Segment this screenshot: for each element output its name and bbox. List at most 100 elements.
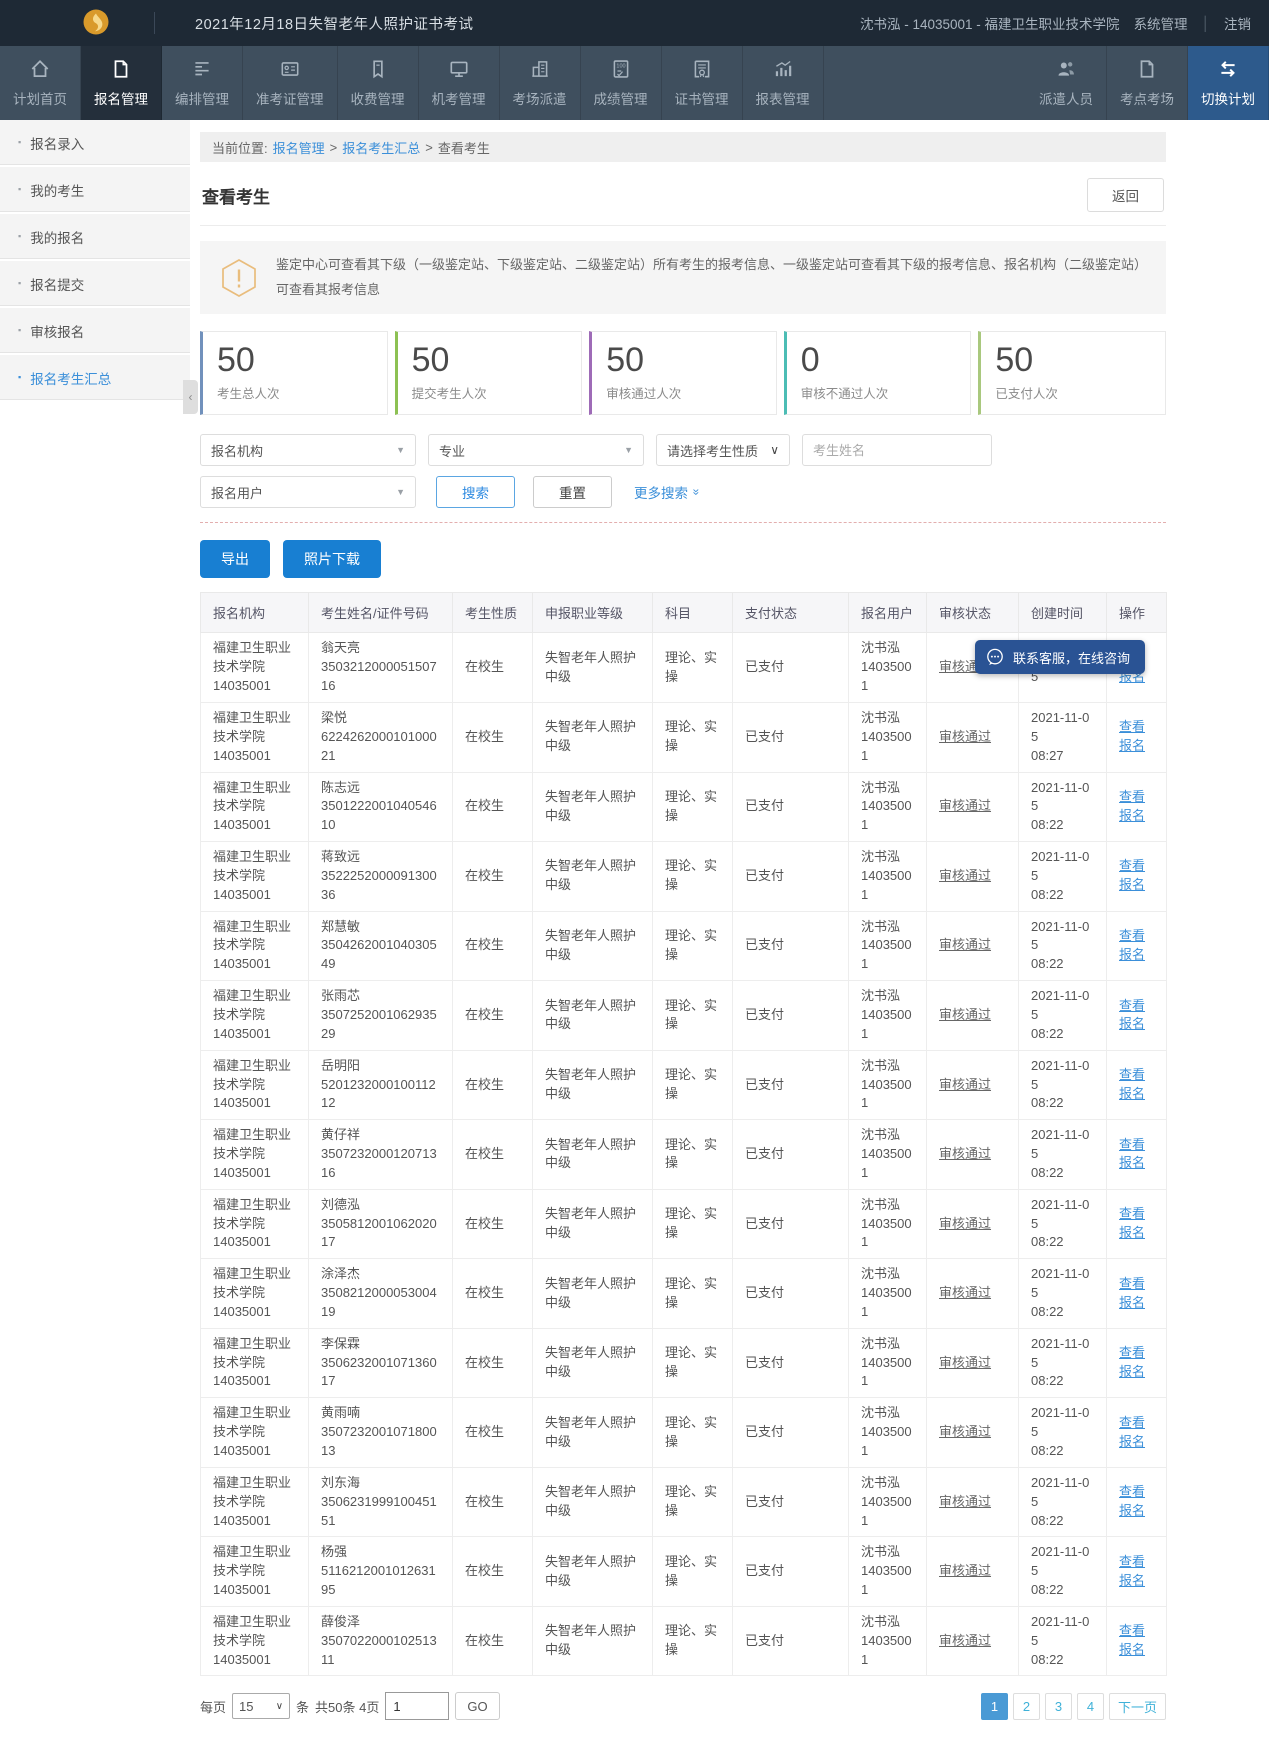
sidebar-item-label: 报名录入 <box>30 136 85 152</box>
reset-button[interactable]: 重置 <box>533 476 612 509</box>
candidates-table: 报名机构 考生姓名/证件号码 考生性质 申报职业等级 科目 支付状态 报名用户 审核状态 创建时… <box>200 592 1167 1677</box>
sidebar-item-registration-submit[interactable]: ▪ 报名提交 <box>0 261 190 308</box>
stat-card: 50 已支付人次 <box>978 331 1166 416</box>
nav-item-admission-ticket-management[interactable]: 准考证管理 <box>243 46 338 120</box>
search-button[interactable]: 搜索 <box>436 476 515 509</box>
audit-status-link[interactable]: 审核通过 <box>939 1285 992 1301</box>
nav-item-certificate-management[interactable]: 证书管理 <box>662 46 743 120</box>
nav-item-dispatch-personnel[interactable]: 派遣人员 <box>1026 46 1107 120</box>
sidebar-item-audit-registration[interactable]: ▪ 审核报名 <box>0 308 190 355</box>
sidebar-item-my-registrations[interactable]: ▪ 我的报名 <box>0 214 190 261</box>
candidate-nature-select[interactable]: 请选择考生性质 ∨ <box>656 434 790 467</box>
audit-status-link[interactable]: 审核通过 <box>939 1076 992 1092</box>
more-search-link[interactable]: 更多搜索 » <box>634 486 704 502</box>
org-name: 福建卫生职业技术学院 <box>213 1266 292 1301</box>
reg-user-name: 沈书泓 <box>861 1335 901 1351</box>
table-row: 福建卫生职业技术学院 14035001 刘东海 350623199910045151 在… <box>200 1466 1167 1538</box>
org-name: 福建卫生职业技术学院 <box>213 1127 292 1162</box>
audit-status-link[interactable]: 审核通过 <box>939 1493 992 1509</box>
audit-status-link[interactable]: 审核通过 <box>939 1006 992 1022</box>
per-page-select[interactable]: 15 ∨ <box>232 1693 291 1720</box>
view-registration-link[interactable]: 查看报名 <box>1119 1553 1146 1588</box>
registration-org-select[interactable]: 报名机构 ▼ <box>200 434 416 467</box>
nav-item-report-management[interactable]: 报表管理 <box>743 46 824 120</box>
page-number-4[interactable]: 4 <box>1076 1692 1104 1720</box>
nav-item-plan-home[interactable]: 计划首页 <box>0 46 81 120</box>
go-button[interactable]: GO <box>455 1692 500 1721</box>
registration-user-select[interactable]: 报名用户 ▼ <box>200 476 416 509</box>
audit-status-link[interactable]: 审核通过 <box>939 1563 992 1579</box>
audit-status-link[interactable]: 审核通过 <box>939 1215 992 1231</box>
created-time-cell: 2021-11-05 08:22 <box>1018 1605 1107 1677</box>
nav-item-scheduling-management[interactable]: 编排管理 <box>162 46 243 120</box>
page-number-1[interactable]: 1 <box>980 1692 1008 1720</box>
audit-status-link[interactable]: 审核通过 <box>939 1146 992 1162</box>
view-registration-link[interactable]: 查看报名 <box>1119 1067 1146 1101</box>
created-date: 2021-11-05 <box>1031 1196 1090 1231</box>
page-number-2[interactable]: 2 <box>1012 1692 1040 1720</box>
nav-item-registration-management[interactable]: 报名管理 <box>81 46 162 120</box>
view-registration-link[interactable]: 查看报名 <box>1119 788 1146 823</box>
payment-status-cell: 已支付 <box>732 1188 849 1260</box>
audit-status-link[interactable]: 审核通过 <box>939 867 992 883</box>
breadcrumb-link-summary[interactable]: 报名考生汇总 <box>342 140 421 156</box>
switch-icon <box>1217 58 1239 80</box>
audit-status-link[interactable]: 审核通过 <box>939 728 992 744</box>
audit-status-link[interactable]: 审核通过 <box>939 937 992 953</box>
page-number-3[interactable]: 3 <box>1044 1692 1072 1720</box>
reg-user-cell: 沈书泓 14035001 <box>848 1466 927 1538</box>
table-row: 福建卫生职业技术学院 14035001 陈志远 350122200104054610 在… <box>200 771 1167 843</box>
view-registration-link[interactable]: 查看报名 <box>1119 1623 1146 1658</box>
subject-cell: 理论、实操 <box>652 632 733 703</box>
back-button[interactable]: 返回 <box>1087 178 1164 212</box>
photo-download-button[interactable]: 照片下载 <box>283 540 381 579</box>
org-code: 14035001 <box>213 747 271 763</box>
export-button[interactable]: 导出 <box>200 540 270 579</box>
nav-item-switch-plan[interactable]: 切换计划 <box>1188 46 1269 120</box>
view-registration-link[interactable]: 查看报名 <box>1119 719 1146 754</box>
nav-item-exam-site-rooms[interactable]: 考点考场 <box>1107 46 1188 120</box>
audit-status-link[interactable]: 审核通过 <box>939 1354 992 1370</box>
sidebar-item-registration-entry[interactable]: ▪ 报名录入 <box>0 120 190 167</box>
sidebar-collapse-handle[interactable]: ‹ <box>183 380 198 414</box>
view-registration-link[interactable]: 查看报名 <box>1119 1136 1146 1171</box>
dropdown-arrow-icon: ∨ <box>770 443 779 458</box>
view-registration-link[interactable]: 查看报名 <box>1119 1345 1146 1380</box>
breadcrumb-link-registration[interactable]: 报名管理 <box>272 140 325 156</box>
nav-item-fee-management[interactable]: 收费管理 <box>338 46 419 120</box>
view-registration-link[interactable]: 查看报名 <box>1119 997 1146 1032</box>
candidate-name: 李保霖 <box>321 1335 361 1351</box>
major-select[interactable]: 专业 ▼ <box>428 434 644 467</box>
nav-item-computer-exam-management[interactable]: 机考管理 <box>419 46 500 120</box>
logout-link[interactable]: 注销 <box>1224 17 1251 32</box>
candidate-name: 刘东海 <box>321 1474 361 1490</box>
nav-item-score-management[interactable]: 100 成绩管理 <box>581 46 662 120</box>
view-registration-link[interactable]: 查看报名 <box>1119 1414 1146 1449</box>
view-registration-link[interactable]: 查看报名 <box>1119 1484 1146 1519</box>
table-row: 福建卫生职业技术学院 14035001 薛俊泽 350702200010251311 在… <box>200 1605 1167 1677</box>
nav-item-exam-room-dispatch[interactable]: 考场派遣 <box>500 46 581 120</box>
org-code: 14035001 <box>213 1164 271 1180</box>
breadcrumb-separator: > <box>329 139 338 155</box>
candidate-id-number: 350623199910045151 <box>321 1493 437 1528</box>
view-registration-link[interactable]: 查看报名 <box>1119 1206 1146 1240</box>
stat-value: 50 <box>411 341 450 380</box>
sidebar-item-my-candidates[interactable]: ▪ 我的考生 <box>0 167 190 214</box>
audit-status-link[interactable]: 审核通过 <box>939 1424 992 1440</box>
audit-status-link[interactable]: 审核通过 <box>939 1632 992 1648</box>
audit-status-link[interactable]: 审核通过 <box>939 798 992 814</box>
view-registration-link[interactable]: 查看报名 <box>1119 1275 1146 1310</box>
system-management-link[interactable]: 系统管理 <box>1133 17 1188 32</box>
candidate-name-input[interactable] <box>802 434 992 467</box>
org-code: 14035001 <box>213 678 271 694</box>
payment-status-cell: 已支付 <box>732 702 849 773</box>
sidebar-item-registration-summary[interactable]: ▪ 报名考生汇总 <box>0 355 190 402</box>
view-registration-link[interactable]: 查看报名 <box>1119 858 1146 893</box>
org-cell: 福建卫生职业技术学院 14035001 <box>200 1049 309 1121</box>
page-number-input[interactable] <box>385 1692 450 1721</box>
view-registration-link[interactable]: 查看报名 <box>1119 928 1146 962</box>
customer-service-widget[interactable]: 联系客服，在线咨询 <box>975 640 1146 674</box>
document-icon <box>110 58 132 80</box>
org-name: 福建卫生职业技术学院 <box>213 1196 292 1231</box>
next-page-button[interactable]: 下一页 <box>1108 1692 1166 1720</box>
